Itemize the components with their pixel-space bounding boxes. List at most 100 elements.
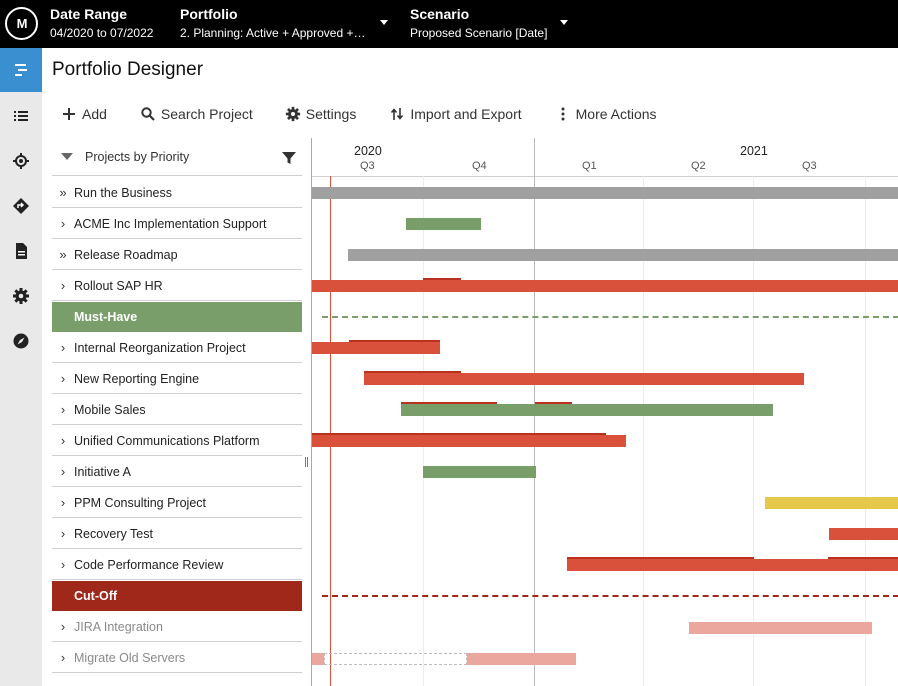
gantt-bar[interactable]: [312, 280, 898, 292]
double-chevron-right-icon[interactable]: »: [59, 185, 67, 200]
roadmap-icon[interactable]: [0, 48, 42, 92]
portfolio-selector[interactable]: Portfolio 2. Planning: Active + Approved…: [180, 6, 380, 42]
list-item-label: Release Roadmap: [74, 247, 178, 262]
gantt-bar[interactable]: [312, 342, 440, 354]
list-item-label: Code Performance Review: [74, 557, 224, 572]
chevron-right-icon[interactable]: ›: [60, 526, 66, 541]
add-button[interactable]: Add: [61, 102, 107, 126]
gear-icon: [285, 106, 300, 122]
gantt-bar[interactable]: [423, 466, 536, 478]
list-item[interactable]: › Initiative A: [52, 457, 302, 487]
double-chevron-right-icon[interactable]: »: [59, 247, 67, 262]
panel-splitter-handle[interactable]: [305, 457, 308, 467]
list-item[interactable]: › Rollout SAP HR: [52, 271, 302, 301]
gantt-bar[interactable]: [312, 435, 626, 447]
gantt-baseline-marker: [535, 402, 572, 404]
list-item[interactable]: › Mobile Sales: [52, 395, 302, 425]
compass-icon[interactable]: [0, 319, 42, 363]
portfolio-chevron-down-icon[interactable]: [380, 20, 388, 25]
separator-label: Cut-Off: [74, 589, 118, 603]
list-item-label: Unified Communications Platform: [74, 433, 260, 448]
chevron-right-icon[interactable]: ›: [60, 402, 66, 417]
gantt-baseline-marker: [423, 278, 461, 280]
quarter-label: Q2: [691, 160, 706, 172]
chevron-right-icon[interactable]: ›: [60, 495, 66, 510]
scenario-value: Proposed Scenario [Date]: [410, 26, 548, 40]
chevron-right-icon[interactable]: ›: [60, 619, 66, 634]
chevron-right-icon[interactable]: ›: [60, 216, 66, 231]
list-item-label: Migrate Old Servers: [74, 650, 186, 665]
list-item[interactable]: › Migrate Old Servers: [52, 643, 302, 673]
portfolio-value: 2. Planning: Active + Approved +…: [180, 26, 366, 40]
quarter-label: Q3: [360, 160, 375, 172]
more-vertical-icon: [561, 107, 565, 121]
add-label: Add: [82, 106, 107, 122]
gantt-bar[interactable]: [765, 497, 898, 509]
year-label: 2020: [354, 144, 382, 158]
project-list-header-label: Projects by Priority: [85, 149, 190, 164]
scenario-selector[interactable]: Scenario Proposed Scenario [Date]: [410, 6, 547, 42]
gantt-bar[interactable]: [406, 218, 481, 230]
list-item-label: Mobile Sales: [74, 402, 146, 417]
gantt-chart: 2020 2021 Q3 Q4 Q1 Q2 Q3: [311, 138, 898, 686]
scenario-chevron-down-icon[interactable]: [560, 20, 568, 25]
swap-vertical-icon: [391, 108, 404, 120]
quarter-gridline: [753, 176, 754, 686]
cut-off-dashed-line: [322, 595, 898, 597]
settings-button[interactable]: Settings: [285, 102, 356, 126]
gantt-bar[interactable]: [829, 528, 898, 540]
chevron-right-icon[interactable]: ›: [60, 557, 66, 572]
gantt-planned-ghost-bar: [324, 653, 467, 665]
document-icon[interactable]: [0, 229, 42, 273]
cut-off-separator[interactable]: Cut-Off: [52, 581, 302, 611]
list-item[interactable]: › ACME Inc Implementation Support: [52, 209, 302, 239]
list-item[interactable]: › Internal Reorganization Project: [52, 333, 302, 363]
date-range-selector[interactable]: Date Range 04/2020 to 07/2022: [50, 6, 153, 42]
gantt-bar[interactable]: [467, 653, 576, 665]
gear-icon[interactable]: [0, 274, 42, 318]
chevron-right-icon[interactable]: ›: [60, 464, 66, 479]
gantt-baseline-marker: [567, 557, 754, 559]
must-have-dashed-line: [322, 316, 898, 318]
list-item[interactable]: › JIRA Integration: [52, 612, 302, 642]
list-item[interactable]: › Unified Communications Platform: [52, 426, 302, 456]
more-actions-button[interactable]: More Actions: [555, 102, 657, 126]
chevron-right-icon[interactable]: ›: [60, 433, 66, 448]
list-item[interactable]: › PPM Consulting Project: [52, 488, 302, 518]
filter-icon[interactable]: [281, 150, 297, 166]
project-list-header[interactable]: Projects by Priority: [52, 138, 302, 176]
gantt-bar[interactable]: [401, 404, 773, 416]
toolbar: Add Search Project Settings Import and E…: [52, 102, 657, 126]
gantt-baseline-marker: [401, 402, 497, 404]
chevron-right-icon[interactable]: ›: [60, 371, 66, 386]
list-item-label: Initiative A: [74, 464, 131, 479]
quarter-label: Q4: [472, 160, 487, 172]
search-project-button[interactable]: Search Project: [140, 102, 253, 126]
list-item[interactable]: » Run the Business: [52, 178, 302, 208]
list-item[interactable]: › Code Performance Review: [52, 550, 302, 580]
gantt-bar[interactable]: [312, 187, 898, 199]
must-have-separator[interactable]: Must-Have: [52, 302, 302, 332]
date-range-value: 04/2020 to 07/2022: [50, 26, 154, 40]
list-item-label: PPM Consulting Project: [74, 495, 207, 510]
list-item-label: New Reporting Engine: [74, 371, 200, 386]
list-item[interactable]: › New Reporting Engine: [52, 364, 302, 394]
gantt-bar[interactable]: [364, 373, 804, 385]
gantt-baseline-marker: [828, 557, 898, 559]
route-icon[interactable]: [0, 184, 42, 228]
target-icon[interactable]: [0, 139, 42, 183]
chevron-right-icon[interactable]: ›: [60, 340, 66, 355]
gantt-bar[interactable]: [689, 622, 872, 634]
list-icon[interactable]: [0, 94, 42, 138]
gantt-bar[interactable]: [348, 249, 898, 261]
logo-icon[interactable]: M: [5, 7, 38, 40]
chevron-right-icon[interactable]: ›: [60, 278, 66, 293]
import-export-button[interactable]: Import and Export: [389, 102, 522, 126]
list-item[interactable]: » Release Roadmap: [52, 240, 302, 270]
gantt-bar[interactable]: [567, 559, 898, 571]
chevron-right-icon[interactable]: ›: [60, 650, 66, 665]
list-item[interactable]: › Recovery Test: [52, 519, 302, 549]
gantt-bar[interactable]: [312, 653, 324, 665]
gantt-baseline-marker: [312, 433, 606, 435]
collapse-triangle-icon[interactable]: [61, 153, 73, 160]
